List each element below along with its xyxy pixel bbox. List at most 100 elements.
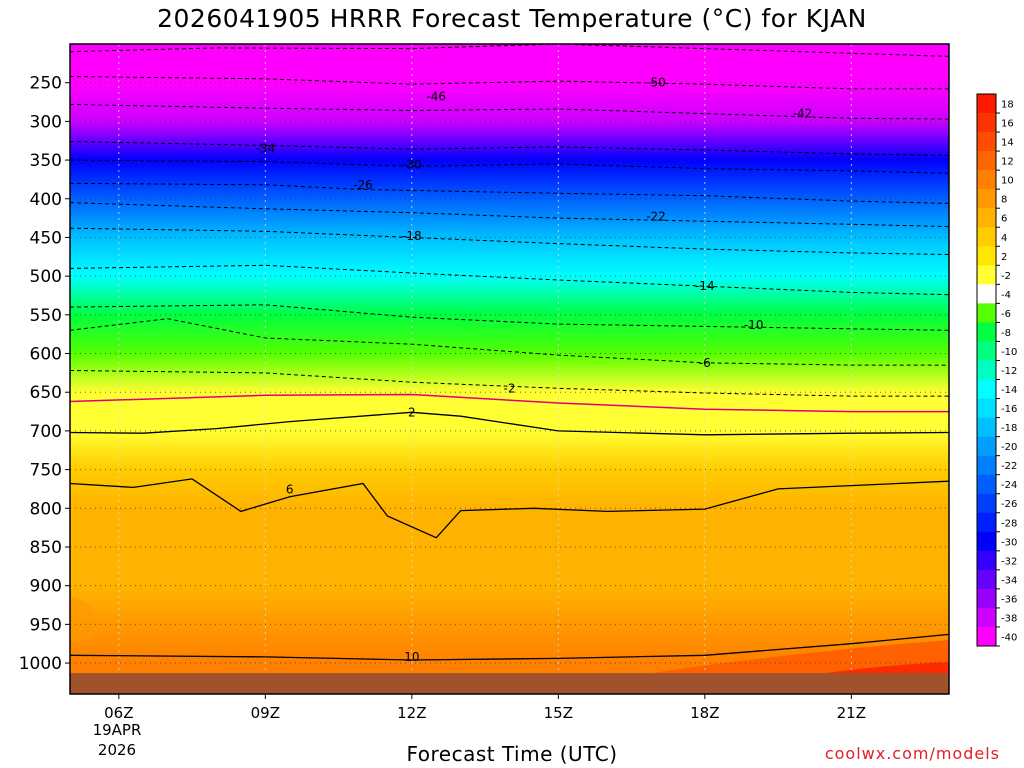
colorbar-label: 8 bbox=[1001, 195, 1007, 206]
date-line1: 19APR bbox=[93, 721, 142, 739]
contour-label: -6 bbox=[699, 356, 711, 370]
colorbar-swatch bbox=[977, 550, 996, 571]
colorbar-label: 12 bbox=[1001, 157, 1014, 168]
colorbar-label: -16 bbox=[1001, 404, 1017, 415]
contour-label: -50 bbox=[646, 76, 666, 90]
colorbar-label: -14 bbox=[1001, 385, 1017, 396]
grid-lines bbox=[70, 44, 949, 694]
y-tick-label: 500 bbox=[30, 267, 62, 287]
colorbar-swatch bbox=[977, 341, 996, 361]
contour-label: -14 bbox=[695, 279, 715, 293]
y-tick-label: 600 bbox=[30, 345, 62, 365]
warm-nose-shading bbox=[70, 597, 99, 642]
colorbar-swatch bbox=[977, 132, 996, 152]
x-tick-label: 18Z bbox=[690, 704, 719, 722]
colorbar-swatch bbox=[977, 170, 996, 190]
colorbar-swatch bbox=[977, 588, 996, 609]
colorbar-swatch bbox=[977, 398, 996, 418]
x-axis: 06Z 09Z 12Z 15Z 18Z 21Z bbox=[104, 694, 866, 722]
colorbar-swatch bbox=[977, 531, 996, 552]
x-tick-label: 15Z bbox=[544, 704, 573, 722]
x-tick-label: 06Z bbox=[104, 704, 133, 722]
colorbar-label: -28 bbox=[1001, 518, 1017, 529]
y-tick-label: 300 bbox=[30, 112, 62, 132]
contour-label: 10 bbox=[404, 650, 419, 664]
colorbar-swatch bbox=[977, 474, 996, 495]
colorbar-swatch bbox=[977, 379, 996, 399]
colorbar-label: 4 bbox=[1001, 233, 1007, 244]
x-tick-label: 21Z bbox=[837, 704, 866, 722]
y-tick-label: 700 bbox=[30, 422, 62, 442]
y-tick-label: 650 bbox=[30, 383, 62, 403]
colorbar-label: 6 bbox=[1001, 214, 1007, 225]
colorbar-swatch bbox=[977, 322, 996, 342]
colorbar-swatch bbox=[977, 417, 996, 437]
colorbar-label: -40 bbox=[1001, 632, 1017, 643]
contour-label: -18 bbox=[402, 229, 422, 243]
contour-label: -30 bbox=[402, 158, 422, 172]
credit-link[interactable]: coolwx.com/models bbox=[824, 744, 1000, 763]
colorbar-label: -4 bbox=[1001, 290, 1011, 301]
x-axis-label: Forecast Time (UTC) bbox=[406, 742, 618, 766]
contour-label: -10 bbox=[744, 318, 764, 332]
colorbar: 18 16 14 12 10 8 6 4 2 -2 -4 -6 -8 -10 -12 -14 -16 -18 -20… bbox=[976, 93, 1017, 647]
colorbar-swatch bbox=[977, 436, 996, 456]
colorbar-swatch bbox=[977, 208, 996, 228]
colorbar-swatch bbox=[977, 284, 996, 304]
y-tick-label: 950 bbox=[30, 615, 62, 635]
y-tick-label: 250 bbox=[30, 74, 62, 94]
colorbar-swatch bbox=[977, 569, 996, 590]
colorbar-swatch bbox=[977, 265, 996, 285]
contour-label: 2 bbox=[408, 405, 416, 419]
contour-label: -26 bbox=[353, 178, 373, 192]
chart-title: 2026041905 HRRR Forecast Temperature (°C… bbox=[157, 4, 867, 33]
colorbar-swatch bbox=[977, 113, 996, 133]
y-tick-label: 750 bbox=[30, 461, 62, 481]
contour-line bbox=[70, 411, 949, 436]
colorbar-label: 2 bbox=[1001, 252, 1007, 263]
y-axis: 250 300 350 400 450 500 550 600 650 700 750 800 850 9… bbox=[19, 74, 70, 674]
colorbar-label: -10 bbox=[1001, 347, 1017, 358]
x-tick-label: 12Z bbox=[397, 704, 426, 722]
colorbar-swatch bbox=[977, 94, 996, 114]
contour-label: -42 bbox=[793, 107, 813, 121]
y-tick-label: 900 bbox=[30, 577, 62, 597]
colorbar-swatch bbox=[977, 360, 996, 380]
colorbar-swatch bbox=[977, 246, 996, 266]
colorbar-label: -30 bbox=[1001, 537, 1017, 548]
colorbar-label: -24 bbox=[1001, 480, 1017, 491]
contour-line bbox=[70, 633, 949, 661]
contour-label: 6 bbox=[286, 483, 294, 497]
colorbar-label: -34 bbox=[1001, 575, 1017, 586]
contour-label: -34 bbox=[256, 141, 276, 155]
colorbar-swatch bbox=[977, 303, 996, 323]
colorbar-swatch bbox=[977, 189, 996, 209]
colorbar-label: -12 bbox=[1001, 366, 1017, 377]
contour-label: -46 bbox=[426, 90, 446, 104]
colorbar-label: -38 bbox=[1001, 613, 1017, 624]
contour-label: -22 bbox=[646, 210, 666, 224]
colorbar-label: -8 bbox=[1001, 328, 1011, 339]
colorbar-label: 16 bbox=[1001, 119, 1014, 130]
x-tick-label: 09Z bbox=[251, 704, 280, 722]
colorbar-label: -32 bbox=[1001, 556, 1017, 567]
y-tick-label: 450 bbox=[30, 228, 62, 248]
ground-layer bbox=[70, 673, 949, 694]
colorbar-label: -18 bbox=[1001, 423, 1017, 434]
colorbar-swatch bbox=[977, 493, 996, 514]
colorbar-label: -36 bbox=[1001, 594, 1017, 605]
plot-frame bbox=[69, 43, 950, 695]
colorbar-label: 10 bbox=[1001, 176, 1014, 187]
colorbar-label: 18 bbox=[1001, 100, 1014, 111]
y-tick-label: 550 bbox=[30, 306, 62, 326]
freezing-line bbox=[70, 393, 949, 413]
y-tick-label: 350 bbox=[30, 151, 62, 171]
colorbar-swatch bbox=[977, 151, 996, 171]
colorbar-swatch bbox=[977, 227, 996, 247]
contour-line bbox=[70, 478, 949, 539]
colorbar-label: -6 bbox=[1001, 309, 1011, 320]
contour-label: -2 bbox=[504, 381, 516, 395]
colorbar-frame bbox=[976, 93, 997, 647]
